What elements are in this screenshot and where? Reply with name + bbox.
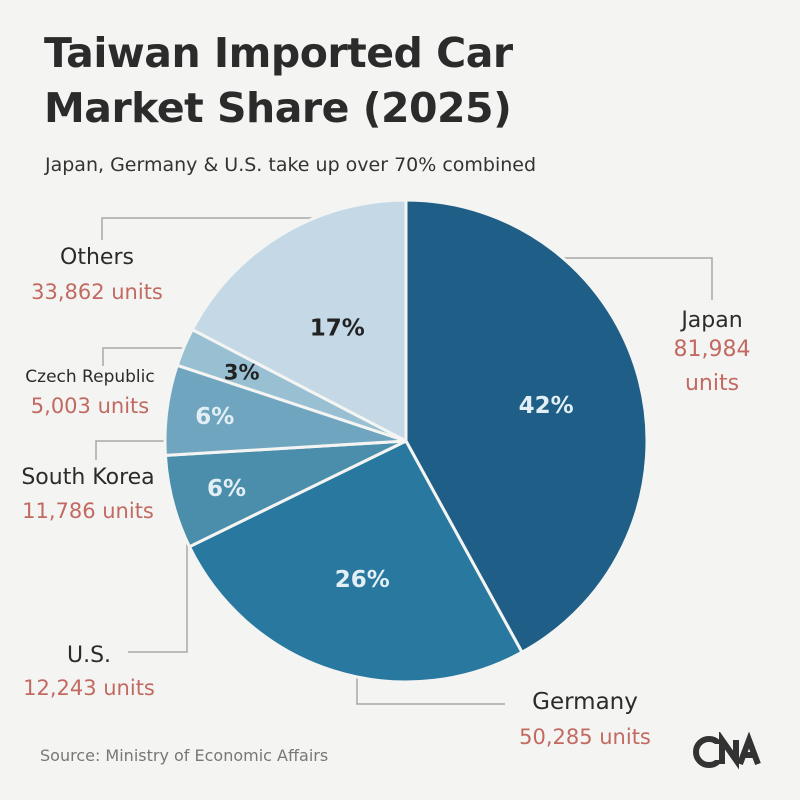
label-us: U.S. 12,243 units [14,641,164,705]
label-czech-republic: Czech Republic 5,003 units [6,364,174,422]
label-others-units: 33,862 units [31,280,163,304]
label-us-name: U.S. [66,643,112,668]
label-japan-units: 81,984 units [673,337,751,396]
cna-logo [693,732,761,770]
label-south-korea-units: 11,786 units [22,499,154,523]
slice-others [190,198,408,444]
label-germany-units: 50,285 units [519,725,651,749]
pct-label-others: 17% [310,316,365,342]
label-germany-name: Germany [532,689,638,715]
leader-line-others [101,217,357,240]
pct-label-south-korea: 6% [195,404,234,430]
chart-subtitle: Japan, Germany & U.S. take up over 70% c… [45,154,537,176]
slice-japan [404,198,649,655]
leader-line-czech-republic [102,347,185,366]
leader-line-south-korea [95,440,168,460]
label-others-name: Others [60,245,134,270]
label-south-korea: South Korea 11,786 units [4,462,172,528]
label-japan: Japan 81,984 units [652,308,772,401]
label-germany: Germany 50,285 units [500,686,670,756]
label-czech-republic-name: Czech Republic [25,367,155,387]
leader-line-japan [520,257,713,300]
leader-line-us [128,542,188,653]
chart-title: Taiwan Imported Car Market Share (2025) [44,29,513,132]
label-others: Others 33,862 units [12,242,182,310]
label-us-units: 12,243 units [23,676,155,700]
label-czech-republic-units: 5,003 units [30,394,150,418]
source-note: Source: Ministry of Economic Affairs [40,746,329,765]
label-south-korea-name: South Korea [21,465,155,490]
pct-label-germany: 26% [335,567,390,593]
pct-label-czech-republic: 3% [224,361,260,385]
label-japan-name: Japan [681,308,743,333]
pct-label-japan: 42% [519,393,574,419]
slice-germany [187,439,525,684]
pct-label-u-s: 6% [207,476,246,502]
